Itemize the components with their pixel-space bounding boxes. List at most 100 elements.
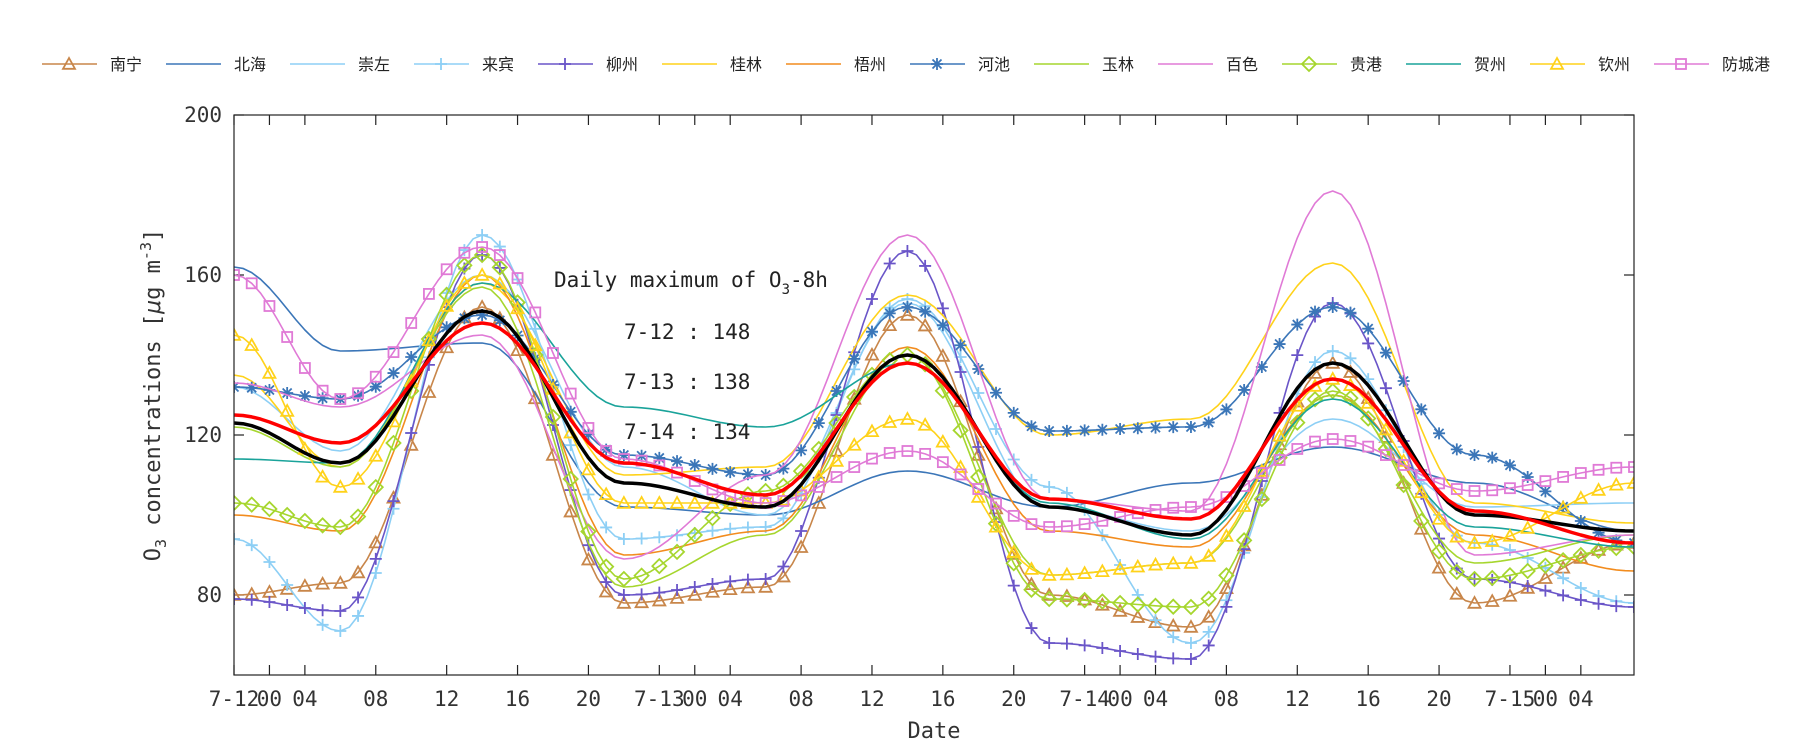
- data-point: [706, 577, 719, 590]
- data-point: [405, 317, 418, 329]
- data-point: [1309, 356, 1322, 369]
- data-point: [917, 317, 933, 332]
- data-point: [1449, 528, 1465, 543]
- data-point: [1450, 483, 1463, 495]
- data-point: [759, 573, 772, 585]
- data-point: [1503, 459, 1516, 472]
- legend-label: 贵港: [1350, 55, 1382, 74]
- data-point: [369, 370, 382, 383]
- data-point: [848, 363, 861, 376]
- data-point: [1537, 570, 1553, 584]
- data-point: [352, 591, 365, 604]
- data-point: [1519, 562, 1536, 580]
- series-10: [234, 190, 1634, 560]
- x-tick-label: 7-12: [209, 687, 260, 711]
- data-point: [1023, 581, 1040, 598]
- data-point: [316, 384, 329, 397]
- data-point: [547, 347, 559, 359]
- y-tick-label: 160: [184, 263, 222, 287]
- data-point: [990, 497, 1002, 510]
- data-point: [1574, 515, 1587, 527]
- data-point: [1362, 322, 1375, 335]
- data-point: [1078, 639, 1091, 652]
- data-point: [722, 581, 738, 596]
- data-point: [668, 543, 686, 561]
- data-point: [935, 348, 951, 362]
- data-point: [1220, 600, 1233, 613]
- data-point: [865, 293, 878, 306]
- x-tick-label: 16: [1356, 687, 1381, 711]
- data-point: [972, 387, 985, 399]
- series-layer: [234, 190, 1634, 665]
- data-point: [1413, 484, 1429, 499]
- data-point: [245, 539, 258, 552]
- data-point: [352, 389, 365, 402]
- data-point: [1131, 588, 1144, 601]
- x-tick-label: 7-14: [1059, 687, 1110, 711]
- data-point: [421, 332, 437, 347]
- data-point: [1060, 486, 1073, 499]
- data-point: [562, 470, 579, 488]
- y-axis-title: O3 concentrations [μg m-3]: [137, 229, 170, 562]
- data-point: [1466, 570, 1483, 588]
- data-point: [492, 275, 508, 290]
- data-point: [1094, 593, 1111, 610]
- data-point: [795, 444, 808, 457]
- data-point: [458, 246, 471, 259]
- data-point: [1025, 622, 1038, 635]
- data-point: [935, 433, 951, 448]
- data-point: [350, 471, 366, 485]
- data-point: [350, 564, 366, 579]
- data-point: [1164, 598, 1182, 615]
- data-point: [970, 489, 986, 503]
- data-point: [1005, 554, 1023, 572]
- data-point: [476, 241, 489, 253]
- data-point: [704, 495, 721, 509]
- x-tick-label: 16: [505, 687, 530, 711]
- data-point: [1184, 653, 1197, 665]
- data-point: [653, 531, 666, 544]
- data-point: [1483, 569, 1501, 587]
- data-point: [1025, 473, 1038, 486]
- data-point: [1149, 650, 1162, 663]
- data-point: [1059, 566, 1075, 581]
- data-point: [1413, 521, 1429, 535]
- data-point: [368, 448, 384, 462]
- data-point: [669, 590, 685, 604]
- legend-item: 百色: [1158, 55, 1258, 74]
- data-point: [688, 459, 701, 471]
- legend-marker: [1549, 56, 1565, 70]
- data-point: [653, 451, 666, 464]
- data-point: [793, 539, 809, 553]
- x-tick-label: 12: [434, 687, 459, 711]
- series-line: [234, 190, 1634, 560]
- data-point: [1574, 582, 1587, 594]
- data-point: [706, 524, 719, 537]
- data-point: [882, 317, 898, 332]
- data-point: [1040, 590, 1058, 608]
- data-point: [580, 461, 596, 476]
- series-5: [234, 245, 1634, 665]
- data-point: [278, 506, 296, 524]
- plot-area-frame: [233, 114, 1635, 676]
- data-point: [1521, 552, 1534, 564]
- data-point: [334, 625, 347, 637]
- data-point: [564, 387, 577, 400]
- data-point: [1433, 427, 1446, 440]
- data-point: [1238, 383, 1251, 396]
- data-point: [405, 351, 418, 363]
- data-point: [281, 387, 294, 399]
- x-tick-label: 08: [788, 687, 813, 711]
- data-point: [1448, 563, 1466, 581]
- data-point: [1167, 501, 1180, 514]
- data-point: [1007, 579, 1020, 592]
- data-point: [1202, 625, 1215, 638]
- data-point: [919, 259, 932, 272]
- data-point: [617, 533, 630, 545]
- data-point: [387, 367, 400, 380]
- data-point: [456, 257, 473, 274]
- legend-item: 崇左: [290, 55, 390, 74]
- data-point: [706, 462, 719, 475]
- data-point: [952, 422, 969, 439]
- data-point: [615, 570, 633, 588]
